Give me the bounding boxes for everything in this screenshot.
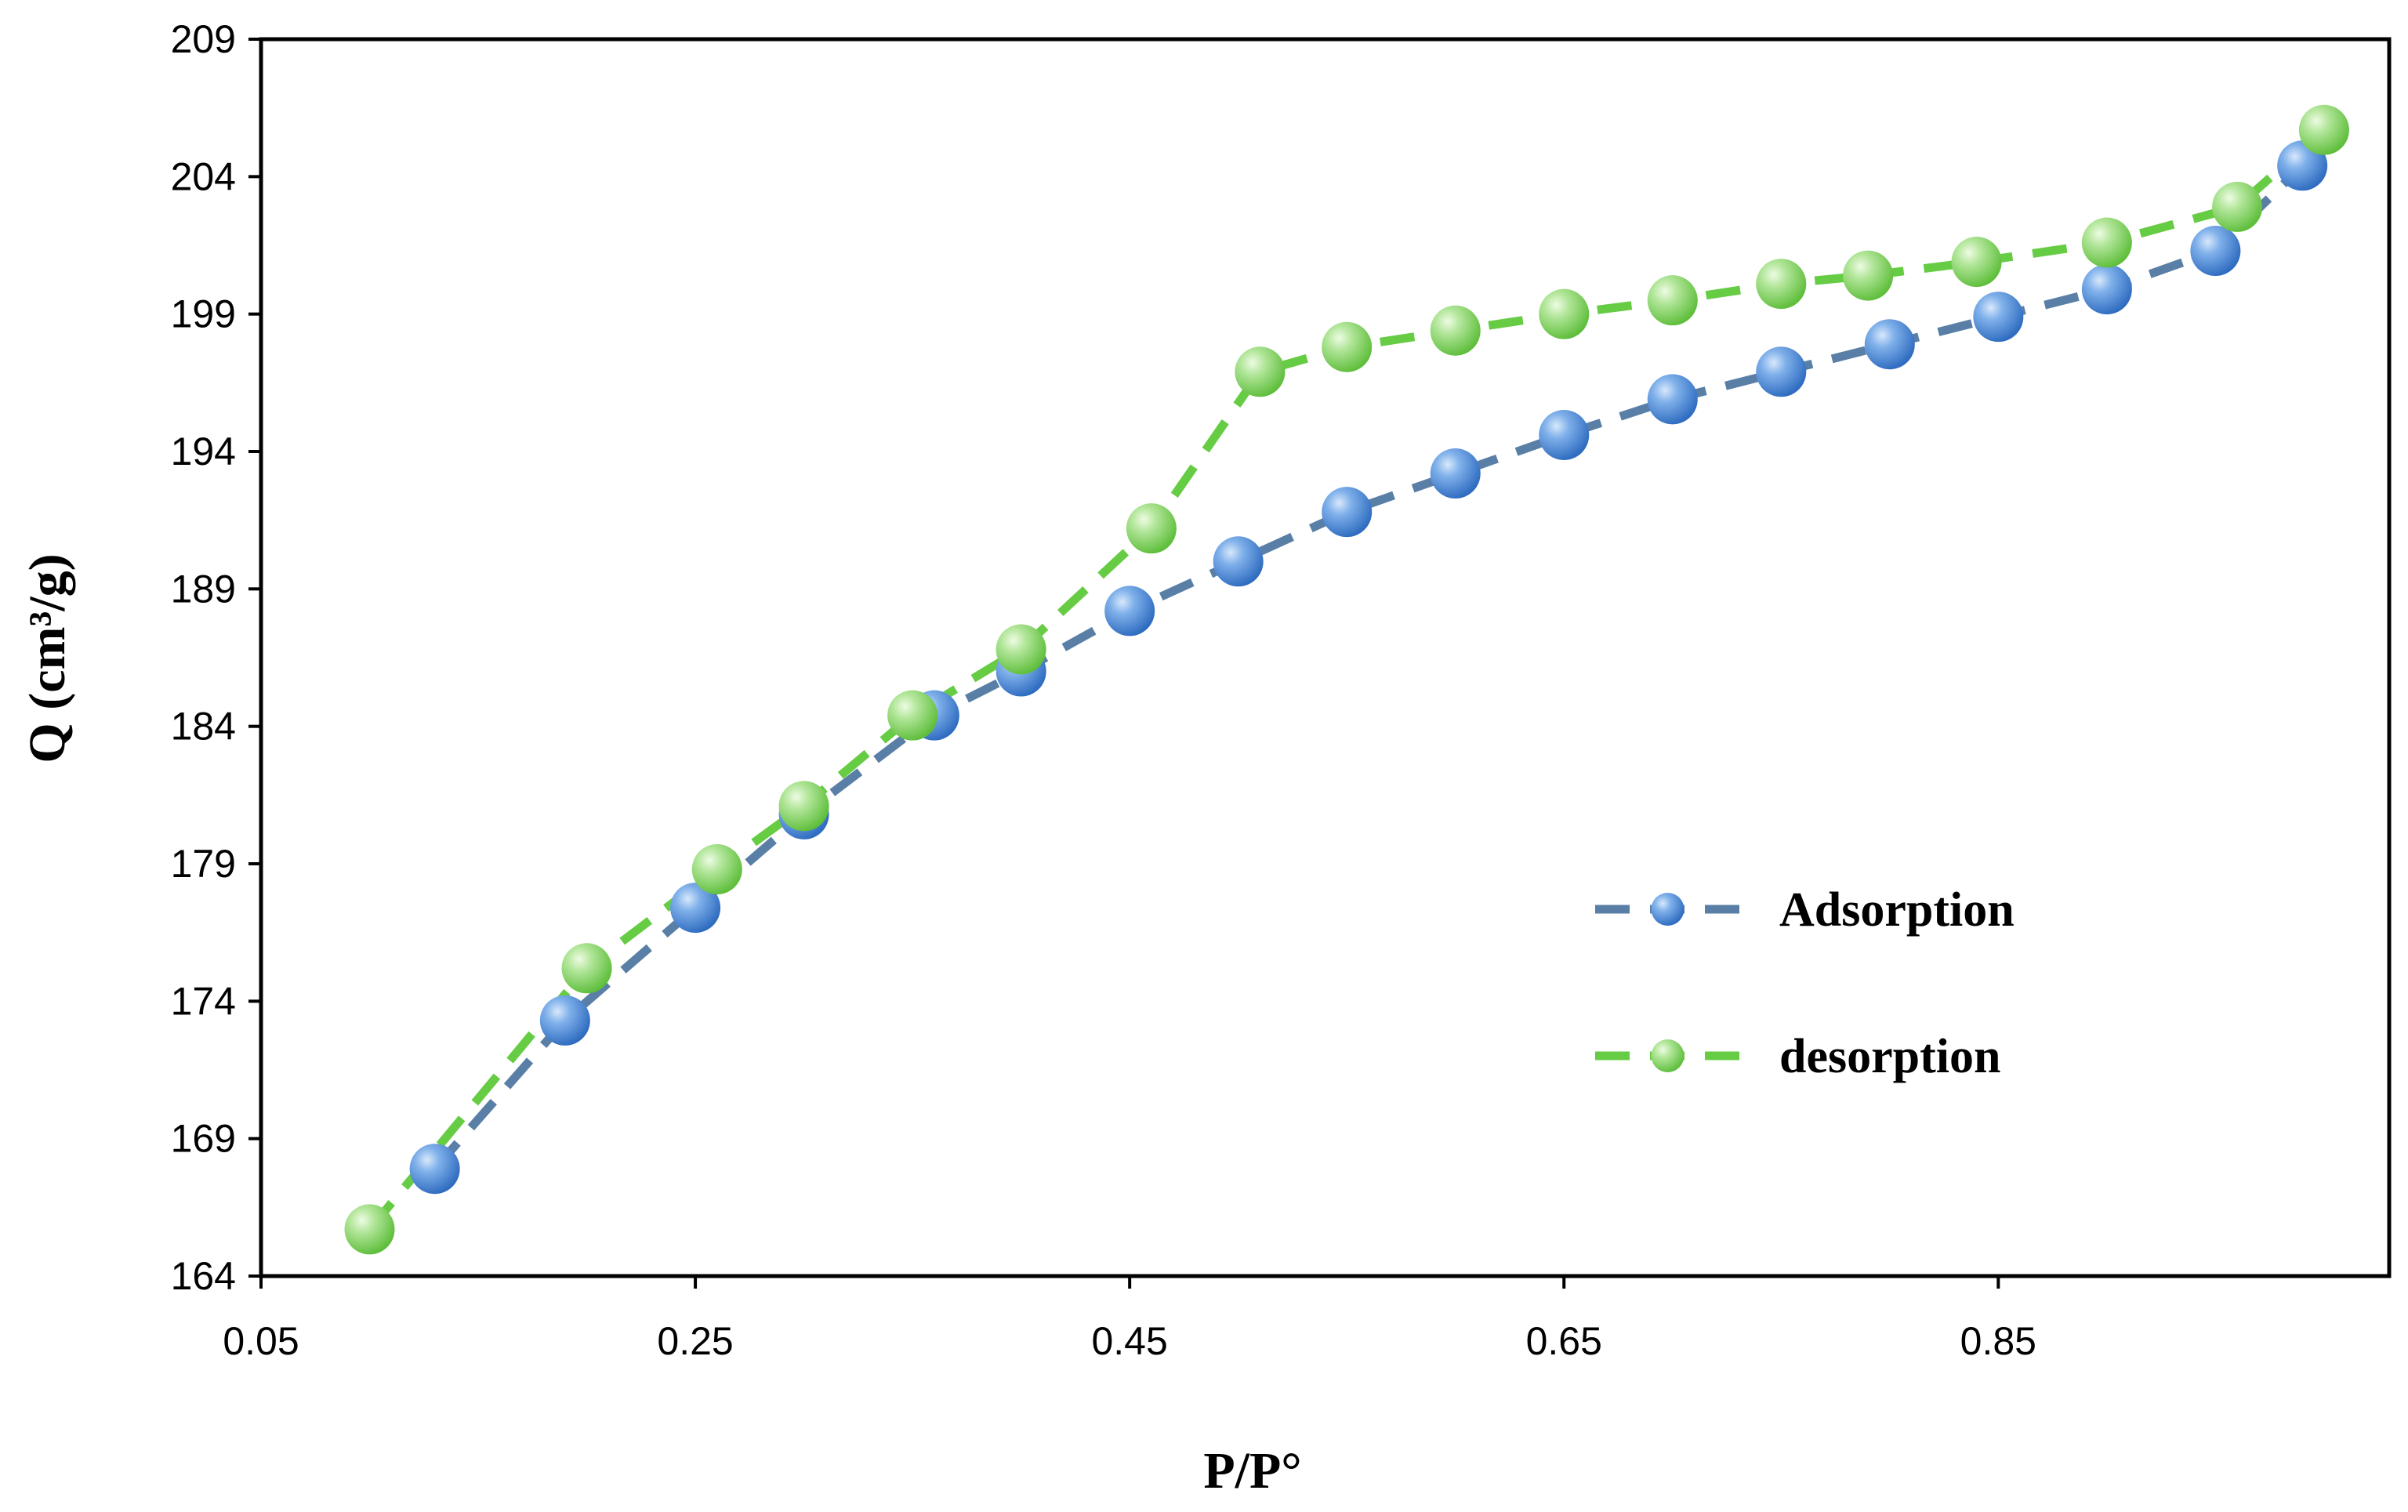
data-point-desorption [1951, 237, 2002, 288]
y-tick-label: 199 [171, 292, 236, 336]
data-point-desorption [1843, 250, 1894, 301]
y-axis: 164 169 174 179 184 189 194 199 204 209 [171, 17, 261, 1298]
data-point-desorption [2298, 104, 2349, 155]
x-tick-label: 0.05 [223, 1319, 299, 1363]
data-point-adsorption [1647, 374, 1698, 425]
data-point-adsorption [539, 995, 590, 1046]
data-point-desorption [2212, 181, 2263, 232]
y-tick-label: 209 [171, 17, 236, 61]
legend-item-desorption: desorption [1595, 1030, 2000, 1083]
data-point-adsorption [409, 1144, 460, 1195]
data-point-desorption [995, 624, 1046, 675]
y-tick-label: 169 [171, 1117, 236, 1161]
data-point-desorption [2081, 217, 2132, 268]
legend-marker [1651, 893, 1685, 926]
y-tick-label: 189 [171, 567, 236, 611]
y-tick-label: 179 [171, 842, 236, 886]
legend-label: desorption [1779, 1030, 2000, 1083]
x-axis-title: P/P° [1203, 1442, 1301, 1499]
data-point-desorption [1756, 259, 1807, 310]
data-point-adsorption [1864, 319, 1915, 370]
data-point-adsorption [670, 883, 721, 934]
legend: Adsorption desorption [1595, 883, 2015, 1083]
plot-area-frame [259, 37, 2392, 1278]
x-axis: 0.05 0.25 0.45 0.65 0.85 [223, 1276, 2036, 1363]
y-tick-label: 174 [171, 979, 236, 1023]
data-point-desorption [887, 690, 938, 741]
x-tick-label: 0.25 [657, 1319, 733, 1363]
legend-marker [1651, 1039, 1685, 1072]
y-tick-label: 164 [171, 1254, 236, 1298]
data-point-desorption [561, 943, 612, 994]
y-tick-label: 204 [171, 154, 236, 198]
data-point-desorption [1322, 321, 1373, 372]
y-tick-label: 184 [171, 705, 236, 749]
data-point-adsorption [2190, 226, 2241, 277]
data-point-adsorption [1539, 409, 1590, 460]
data-point-desorption [691, 844, 742, 895]
data-point-desorption [1430, 305, 1481, 356]
data-point-adsorption [2081, 264, 2132, 315]
y-tick-label: 194 [171, 430, 236, 473]
legend-item-adsorption: Adsorption [1595, 883, 2015, 937]
x-tick-label: 0.85 [1960, 1319, 2036, 1363]
data-point-desorption [1235, 346, 1286, 397]
data-point-adsorption [1104, 586, 1155, 636]
data-point-adsorption [1756, 346, 1807, 397]
series-points [344, 104, 2349, 1255]
x-tick-label: 0.45 [1091, 1319, 1167, 1363]
data-point-adsorption [1430, 448, 1481, 499]
data-point-adsorption [1213, 536, 1264, 587]
data-point-desorption [344, 1204, 395, 1255]
data-point-adsorption [1973, 292, 2024, 343]
data-point-desorption [1126, 503, 1177, 554]
data-point-adsorption [1322, 487, 1373, 538]
y-axis-title: Q (cm³/g) [19, 553, 76, 763]
data-point-desorption [778, 781, 829, 832]
data-point-desorption [1539, 288, 1590, 339]
x-tick-label: 0.65 [1526, 1319, 1602, 1363]
legend-label: Adsorption [1779, 883, 2015, 937]
data-point-desorption [1647, 275, 1698, 326]
